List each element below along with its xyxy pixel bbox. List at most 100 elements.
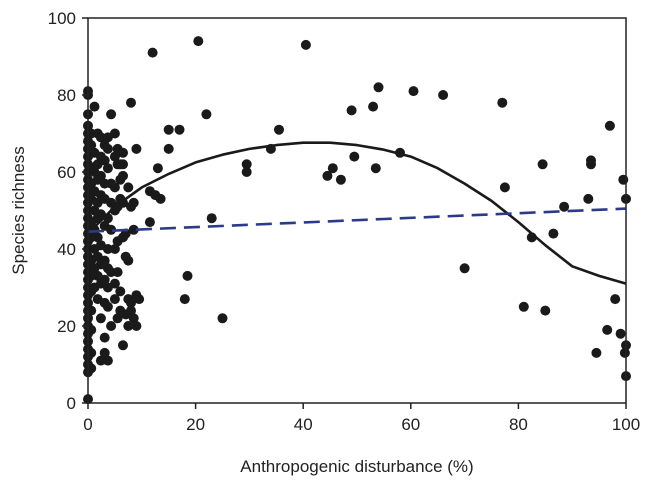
y-axis-title: Species richness xyxy=(9,146,28,275)
data-point xyxy=(438,90,449,100)
data-point xyxy=(335,174,346,185)
data-point xyxy=(118,147,128,158)
data-point xyxy=(610,294,621,305)
data-point xyxy=(95,170,106,181)
data-point xyxy=(109,151,120,162)
data-point xyxy=(241,159,252,170)
data-point xyxy=(583,193,594,204)
data-point xyxy=(322,170,333,181)
data-point xyxy=(179,294,190,305)
x-tick-label: 0 xyxy=(83,415,92,434)
data-point xyxy=(163,143,174,154)
data-point xyxy=(99,332,110,343)
data-point xyxy=(99,255,110,266)
x-axis-title: Anthropogenic disturbance (%) xyxy=(240,457,473,476)
data-point xyxy=(604,120,615,131)
linear-fit-line xyxy=(87,207,627,233)
y-axis-ticks: 0 20 40 60 80 100 xyxy=(48,9,88,413)
data-point xyxy=(152,163,163,174)
data-point xyxy=(118,340,128,351)
data-point xyxy=(346,105,357,116)
data-point xyxy=(95,132,106,143)
data-point xyxy=(106,224,117,235)
y-tick-label: 20 xyxy=(57,317,76,336)
plot-frame xyxy=(87,17,627,404)
data-point xyxy=(102,143,113,154)
data-point xyxy=(518,301,529,312)
data-point xyxy=(99,347,110,358)
data-point xyxy=(126,97,136,108)
data-point xyxy=(118,170,128,181)
fit-curves xyxy=(87,141,627,285)
data-point xyxy=(92,232,103,243)
data-point xyxy=(591,347,602,358)
data-point xyxy=(615,328,626,339)
data-point xyxy=(89,101,100,112)
data-point xyxy=(182,270,193,281)
data-point xyxy=(109,182,120,193)
data-point xyxy=(155,193,166,204)
data-point xyxy=(174,124,185,135)
data-point xyxy=(274,124,284,135)
data-point xyxy=(109,278,120,289)
data-point xyxy=(217,313,228,324)
data-points xyxy=(83,36,631,405)
data-point xyxy=(300,39,311,50)
data-point xyxy=(99,155,110,166)
data-point xyxy=(134,294,145,305)
data-point xyxy=(102,244,113,254)
x-tick-label: 40 xyxy=(294,415,313,434)
data-point xyxy=(586,159,596,170)
data-point xyxy=(540,305,551,316)
data-point xyxy=(131,143,142,154)
data-point xyxy=(102,301,113,312)
data-point xyxy=(106,109,117,120)
data-point xyxy=(241,167,252,177)
data-point xyxy=(99,274,110,285)
x-tick-label: 60 xyxy=(401,415,420,434)
data-point xyxy=(128,197,139,208)
y-tick-label: 60 xyxy=(57,163,76,182)
x-axis-ticks: 0 20 40 60 80 100 xyxy=(83,403,640,434)
data-point xyxy=(112,313,123,324)
data-point xyxy=(373,82,384,93)
data-point xyxy=(193,36,204,47)
data-point xyxy=(123,182,134,193)
y-tick-label: 0 xyxy=(67,394,76,413)
data-point xyxy=(537,159,548,170)
data-point xyxy=(123,321,134,331)
x-tick-label: 80 xyxy=(509,415,528,434)
data-point xyxy=(95,313,106,324)
data-point xyxy=(201,109,212,120)
data-point xyxy=(206,213,217,224)
data-point xyxy=(163,124,174,135)
data-point xyxy=(115,286,126,297)
data-point xyxy=(602,324,613,335)
data-point xyxy=(128,313,139,324)
data-point xyxy=(102,355,113,366)
data-point xyxy=(126,297,136,308)
data-point xyxy=(144,217,155,228)
data-point xyxy=(95,355,106,366)
data-point xyxy=(459,263,470,274)
data-point xyxy=(109,294,120,305)
data-point xyxy=(497,97,508,108)
data-point xyxy=(548,228,559,239)
data-point xyxy=(128,224,139,235)
data-point xyxy=(102,163,113,174)
data-point xyxy=(123,255,134,266)
data-point xyxy=(618,174,629,185)
data-point xyxy=(408,86,419,97)
quadratic-fit-line xyxy=(87,141,627,285)
data-point xyxy=(327,163,338,174)
data-point xyxy=(349,151,360,162)
data-point xyxy=(619,347,630,358)
data-point xyxy=(370,163,381,174)
data-point xyxy=(131,321,142,331)
data-point xyxy=(109,128,120,139)
data-point xyxy=(109,244,120,254)
data-point xyxy=(106,321,117,331)
y-tick-label: 80 xyxy=(57,86,76,105)
y-tick-label: 100 xyxy=(48,9,76,28)
